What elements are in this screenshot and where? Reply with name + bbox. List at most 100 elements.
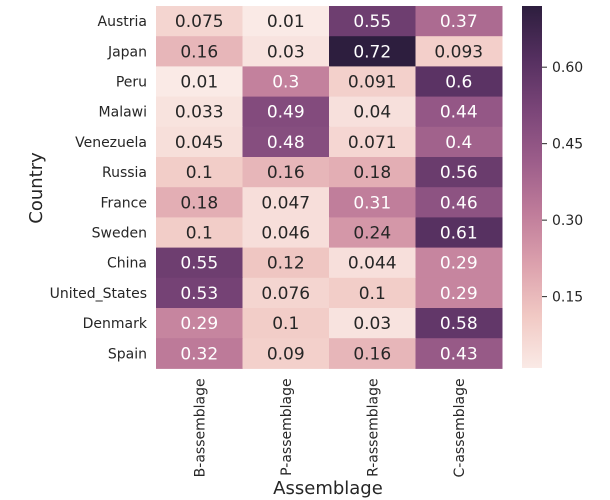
heatmap-cell xyxy=(242,66,330,98)
row-label: Spain xyxy=(108,346,147,362)
column-label: B-assemblage xyxy=(192,378,208,477)
heatmap-cell xyxy=(415,247,503,279)
cell-value-label: 0.045 xyxy=(175,133,224,153)
cell-value-label: 0.56 xyxy=(440,163,478,183)
cell-value-label: 0.18 xyxy=(353,163,391,183)
heatmap-cell xyxy=(242,277,330,309)
cell-value-label: 0.01 xyxy=(180,73,218,93)
cell-value-label: 0.044 xyxy=(348,254,397,274)
colorbar-tick-label: 0.30 xyxy=(552,213,583,229)
cell-value-label: 0.32 xyxy=(180,344,218,364)
heatmap-cell xyxy=(156,217,243,249)
cell-value-label: 0.16 xyxy=(180,42,218,62)
heatmap-cells: 0.075 0.01 0.55 0.37 0.16 0.03 0.72 0.093 0.01 0.… xyxy=(156,6,503,369)
row-label: Peru xyxy=(116,75,147,91)
heatmap-cell xyxy=(242,6,330,37)
row-label: China xyxy=(107,256,147,272)
heatmap-cell xyxy=(242,36,330,67)
heatmap-cell xyxy=(329,187,416,218)
row-label: Austria xyxy=(98,14,147,30)
cell-value-label: 0.1 xyxy=(186,163,213,183)
cell-value-label: 0.48 xyxy=(267,133,305,153)
row-labels: Austria Japan Peru Malawi Venezuela Russia Fra… xyxy=(50,14,148,362)
cell-value-label: 0.46 xyxy=(440,193,478,213)
row-label: France xyxy=(100,195,147,211)
heatmap-cell xyxy=(156,96,243,128)
cell-value-label: 0.29 xyxy=(440,284,478,304)
heatmap-cell xyxy=(156,247,243,279)
colorbar-tick-label: 0.15 xyxy=(552,290,583,306)
heatmap-cell xyxy=(156,66,243,98)
heatmap-cell xyxy=(329,6,416,37)
heatmap-cell xyxy=(156,277,243,309)
column-label: P-assemblage xyxy=(279,378,295,475)
heatmap-cell xyxy=(415,217,503,249)
heatmap-cell xyxy=(329,157,416,188)
heatmap-cell xyxy=(329,308,416,339)
heatmap-cell xyxy=(415,96,503,128)
heatmap-cell xyxy=(329,217,416,249)
heatmap-cell xyxy=(156,6,243,37)
colorbar-ticks: 0.15 0.30 0.45 0.60 xyxy=(542,60,583,306)
cell-value-label: 0.29 xyxy=(440,254,478,274)
heatmap-cell xyxy=(415,126,503,158)
heatmap-cell xyxy=(415,66,503,98)
colorbar: 0.15 0.30 0.45 0.60 xyxy=(522,6,583,368)
row-label: Malawi xyxy=(99,105,147,121)
column-label: C-assemblage xyxy=(452,378,468,477)
heatmap-cell xyxy=(156,36,243,67)
heatmap-cell xyxy=(242,157,330,188)
heatmap-cell xyxy=(415,308,503,339)
cell-value-label: 0.31 xyxy=(353,193,391,213)
heatmap-cell xyxy=(242,308,330,339)
cell-value-label: 0.071 xyxy=(348,133,397,153)
cell-value-label: 0.4 xyxy=(445,133,472,153)
heatmap-cell xyxy=(242,126,330,158)
row-label: Denmark xyxy=(83,316,148,332)
cell-value-label: 0.55 xyxy=(353,12,391,32)
row-label: Japan xyxy=(107,44,147,60)
heatmap-cell xyxy=(329,247,416,279)
heatmap-cell xyxy=(156,126,243,158)
heatmap-cell xyxy=(329,96,416,128)
cell-value-label: 0.091 xyxy=(348,73,397,93)
cell-value-label: 0.04 xyxy=(353,103,391,123)
colorbar-tick-label: 0.60 xyxy=(552,60,583,76)
heatmap-cell xyxy=(415,277,503,309)
column-labels: B-assemblage P-assemblage R-assemblage C-as… xyxy=(192,378,468,477)
cell-value-label: 0.37 xyxy=(440,12,478,32)
heatmap-cell xyxy=(156,308,243,339)
heatmap-cell xyxy=(156,338,243,369)
row-label: Venezuela xyxy=(75,135,147,151)
heatmap-cell xyxy=(329,277,416,309)
cell-value-label: 0.16 xyxy=(267,163,305,183)
heatmap-cell xyxy=(156,157,243,188)
cell-value-label: 0.12 xyxy=(267,254,305,274)
cell-value-label: 0.55 xyxy=(180,254,218,274)
cell-value-label: 0.093 xyxy=(434,42,483,62)
heatmap-cell xyxy=(329,338,416,369)
heatmap-cell xyxy=(156,187,243,218)
heatmap-cell xyxy=(415,36,503,67)
cell-value-label: 0.075 xyxy=(175,12,224,32)
cell-value-label: 0.076 xyxy=(261,284,310,304)
cell-value-label: 0.1 xyxy=(272,314,299,334)
cell-value-label: 0.03 xyxy=(267,42,305,62)
column-label: R-assemblage xyxy=(365,378,381,477)
row-label: Russia xyxy=(102,165,147,181)
cell-value-label: 0.01 xyxy=(267,12,305,32)
cell-value-label: 0.046 xyxy=(261,224,310,244)
cell-value-label: 0.53 xyxy=(180,284,218,304)
cell-value-label: 0.49 xyxy=(267,103,305,123)
cell-value-label: 0.1 xyxy=(186,224,213,244)
cell-value-label: 0.3 xyxy=(272,73,299,93)
cell-value-label: 0.033 xyxy=(175,103,224,123)
heatmap-cell xyxy=(329,66,416,98)
cell-value-label: 0.6 xyxy=(445,73,472,93)
cell-value-label: 0.1 xyxy=(359,284,386,304)
colorbar-gradient xyxy=(522,6,542,368)
colorbar-tick-label: 0.45 xyxy=(552,137,583,153)
heatmap-cell xyxy=(415,6,503,37)
heatmap-cell xyxy=(242,247,330,279)
row-label: United_States xyxy=(50,286,147,302)
